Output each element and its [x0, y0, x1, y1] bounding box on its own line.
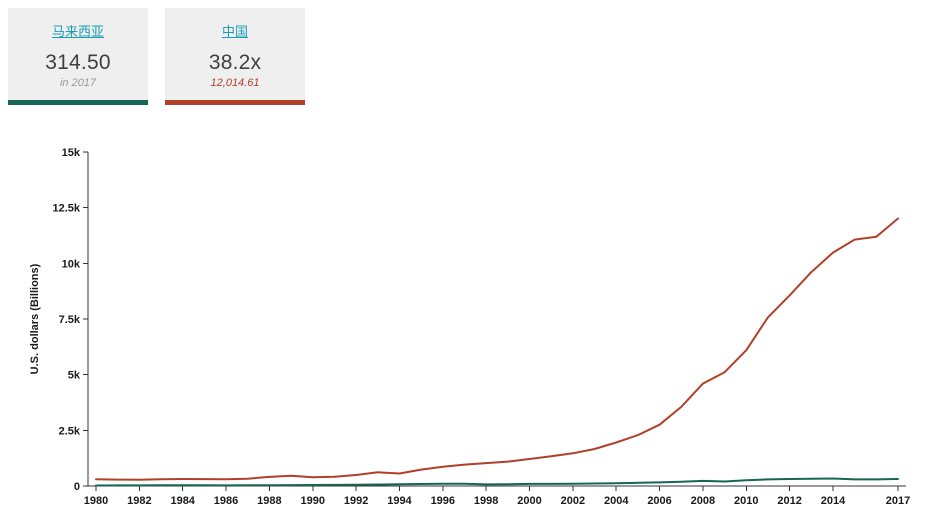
x-tick-label: 1980	[84, 495, 108, 507]
y-tick-label: 5k	[68, 370, 81, 382]
x-tick-label: 2012	[777, 495, 801, 507]
x-tick-label: 2014	[821, 495, 846, 507]
chart-svg: 0 2.5k 5k 7.5k 10k 12.5k 15k 1980 1982 1984 1986 19…	[29, 147, 910, 507]
y-tick-label: 15k	[62, 147, 81, 159]
x-tick-label: 1998	[474, 495, 498, 507]
card-china: 中国 38.2x 12,014.61	[165, 8, 305, 105]
y-tick-label: 0	[74, 481, 80, 493]
x-tick-label: 2000	[517, 495, 541, 507]
x-tick-label: 1994	[387, 495, 412, 507]
x-tick-label: 1992	[344, 495, 368, 507]
malaysia-accent-bar	[8, 100, 148, 105]
china-accent-bar	[165, 100, 305, 105]
malaysia-country-link[interactable]: 马来西亚	[51, 24, 104, 39]
x-tick-label: 1986	[214, 495, 238, 507]
x-tick-label: 2002	[561, 495, 585, 507]
x-tick-label: 1982	[127, 495, 151, 507]
legend-cards: 马来西亚 314.50 in 2017 中国 38.2x 12,014.61	[8, 8, 305, 105]
gdp-line-chart: 0 2.5k 5k 7.5k 10k 12.5k 15k 1980 1982 1984 1986 19…	[0, 138, 928, 512]
china-subtext: 12,014.61	[210, 77, 260, 89]
x-tick-label: 2010	[734, 495, 758, 507]
malaysia-subtext: in 2017	[59, 77, 97, 89]
x-tick-label: 2004	[604, 495, 629, 507]
y-tick-label: 7.5k	[59, 314, 81, 326]
x-tick-label: 1990	[301, 495, 325, 507]
series-line-china	[95, 217, 899, 481]
x-tick-label: 2008	[691, 495, 715, 507]
y-tick-label: 2.5k	[59, 425, 81, 437]
x-tick-label: 2006	[647, 495, 671, 507]
y-tick-label: 12.5k	[52, 203, 80, 215]
x-tick-label: 2017	[886, 495, 910, 507]
china-multiplier-value: 38.2x	[208, 51, 262, 74]
x-tick-label: 1988	[257, 495, 281, 507]
x-tick-label: 1984	[170, 495, 195, 507]
malaysia-value: 314.50	[45, 51, 111, 74]
china-country-link[interactable]: 中国	[221, 24, 248, 39]
y-axis-title: U.S. dollars (Billions)	[29, 263, 41, 374]
series-line-malaysia	[95, 477, 899, 487]
y-tick-label: 10k	[62, 258, 81, 270]
x-tick-label: 1996	[431, 495, 455, 507]
card-malaysia: 马来西亚 314.50 in 2017	[8, 8, 148, 105]
